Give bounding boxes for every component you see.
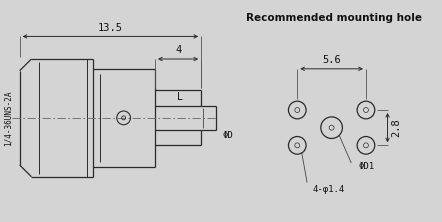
Text: L: L: [177, 92, 183, 102]
Text: 1/4-36UNS-2A: 1/4-36UNS-2A: [4, 90, 12, 146]
Text: 2.8: 2.8: [391, 118, 401, 137]
Text: 5.6: 5.6: [322, 55, 341, 65]
Text: ΦD: ΦD: [223, 131, 233, 140]
Text: ΦD1: ΦD1: [359, 163, 375, 171]
Text: 4-φ1.4: 4-φ1.4: [312, 185, 345, 194]
Text: 13.5: 13.5: [98, 23, 123, 33]
Text: Recommended mounting hole: Recommended mounting hole: [246, 13, 422, 23]
Text: 4: 4: [175, 45, 181, 55]
